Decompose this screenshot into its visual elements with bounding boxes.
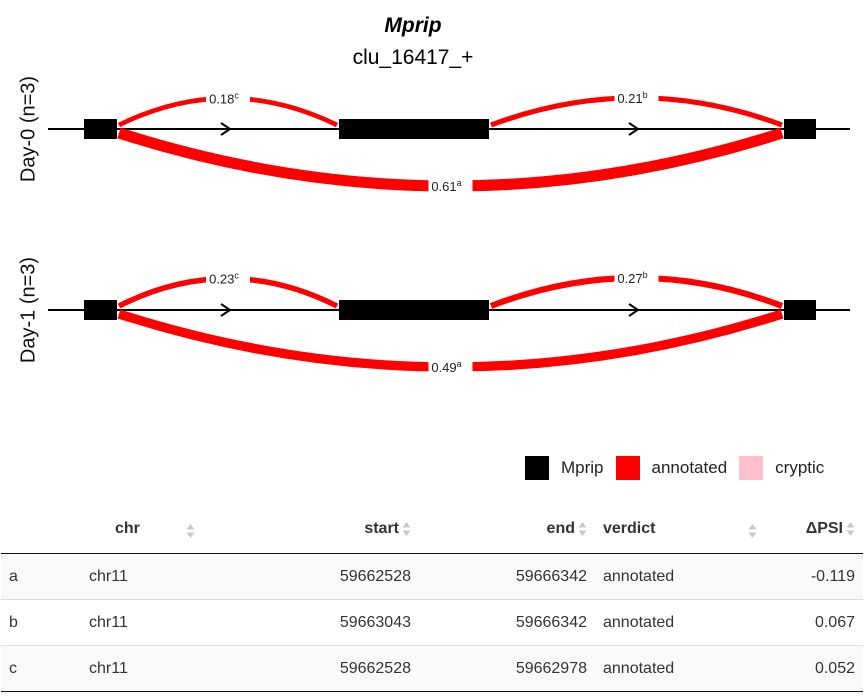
cell-start: 59662528: [243, 553, 419, 600]
cell-chr: chr11: [81, 645, 243, 692]
track-label: Day-1 (n=3): [17, 257, 39, 363]
strand-arrow-icon: [220, 303, 232, 317]
legend-swatch-annotated: [615, 456, 640, 480]
column-header-verdict-label: verdict: [603, 520, 656, 537]
sort-arrows-icon[interactable]: [578, 521, 587, 537]
legend-label-cryptic: cryptic: [775, 458, 825, 477]
track-1: Day-1 (n=3) 0.23c 0.27b 0.49a: [17, 257, 850, 376]
cell-chr: chr11: [81, 553, 243, 600]
exon-exon1: [84, 300, 117, 320]
track-label: Day-0 (n=3): [17, 76, 39, 182]
junction-label-bg: [614, 88, 659, 107]
table-row[interactable]: b chr11 59663043 59666342 annotated 0.06…: [1, 599, 863, 646]
plot-title-gene: Mprip: [384, 14, 441, 37]
sort-arrows-icon[interactable]: [402, 521, 411, 537]
exon-exon1: [84, 119, 117, 139]
table-header-row: chr start end verdict ΔPSI: [1, 505, 863, 554]
column-header-end[interactable]: end: [419, 505, 595, 554]
cell-verdict: annotated: [595, 553, 761, 600]
column-header-dpsi[interactable]: ΔPSI: [761, 505, 863, 554]
cell-end: 59666342: [419, 599, 595, 646]
cell-dpsi: -0.119: [761, 553, 863, 600]
cell-id: c: [1, 645, 81, 692]
junction-label-bg: [428, 358, 473, 376]
table-row[interactable]: c chr11 59662528 59662978 annotated 0.05…: [1, 645, 863, 692]
junction-label-b: 0.27b: [617, 270, 647, 286]
legend-item-gene: Mprip: [525, 456, 604, 480]
cell-start: 59662528: [243, 645, 419, 692]
cell-verdict: annotated: [595, 645, 761, 692]
junction-label-bg: [428, 177, 473, 195]
legend-label-gene: Mprip: [561, 458, 604, 477]
cell-dpsi: 0.067: [761, 599, 863, 646]
junction-label-b: 0.21b: [617, 90, 647, 106]
junction-label-bg: [206, 269, 250, 288]
splicing-plot: Mprip clu_16417_+ Day-0 (n=3) 0.18c 0.21b 0…: [17, 14, 850, 376]
column-header-verdict[interactable]: verdict: [595, 505, 761, 554]
column-header-id[interactable]: [1, 505, 81, 554]
tracks-group: Day-0 (n=3) 0.18c 0.21b 0.61a Day-1 (n=3) 0.2…: [17, 76, 850, 376]
strand-arrow-icon: [220, 122, 232, 136]
exon-exon2: [339, 119, 489, 139]
junction-table: chr start end verdict ΔPSI a chr11 59662…: [1, 505, 863, 692]
column-header-start-label: start: [364, 520, 399, 537]
junction-label-a: 0.49a: [431, 359, 461, 375]
junction-label-c: 0.23c: [209, 271, 239, 287]
table-row[interactable]: a chr11 59662528 59666342 annotated -0.1…: [1, 553, 863, 600]
cell-start: 59663043: [243, 599, 419, 646]
cell-id: b: [1, 599, 81, 646]
legend-swatch-cryptic: [739, 456, 764, 480]
exon-exon2: [339, 300, 489, 320]
sort-arrows-icon[interactable]: [748, 523, 757, 539]
junction-label-bg: [206, 89, 250, 108]
column-header-end-label: end: [546, 520, 575, 537]
cell-chr: chr11: [81, 599, 243, 646]
exon-exon3: [784, 119, 816, 139]
strand-arrow-icon: [628, 303, 640, 317]
strand-arrow-icon: [628, 122, 640, 136]
exon-exon3: [784, 300, 816, 320]
cell-verdict: annotated: [595, 599, 761, 646]
column-header-dpsi-label: ΔPSI: [805, 520, 843, 537]
junction-label-bg: [614, 268, 659, 287]
column-header-start[interactable]: start: [243, 505, 419, 554]
column-header-chr[interactable]: chr: [81, 505, 243, 554]
cell-id: a: [1, 553, 81, 600]
legend-label-annotated: annotated: [651, 458, 728, 477]
junction-label-a: 0.61a: [431, 178, 461, 194]
plot-subtitle-cluster: clu_16417_+: [353, 46, 474, 69]
column-header-chr-label: chr: [115, 520, 140, 537]
legend-item-annotated: annotated: [615, 456, 728, 480]
legend-item-cryptic: cryptic: [739, 456, 824, 480]
track-0: Day-0 (n=3) 0.18c 0.21b 0.61a: [17, 76, 850, 195]
legend: Mprip annotated cryptic: [525, 455, 836, 481]
junction-label-c: 0.18c: [209, 90, 239, 106]
cell-dpsi: 0.052: [761, 645, 863, 692]
legend-swatch-gene: [525, 456, 549, 480]
cell-end: 59666342: [419, 553, 595, 600]
cell-end: 59662978: [419, 645, 595, 692]
sort-arrows-icon[interactable]: [186, 523, 195, 539]
sort-arrows-icon[interactable]: [846, 521, 855, 537]
